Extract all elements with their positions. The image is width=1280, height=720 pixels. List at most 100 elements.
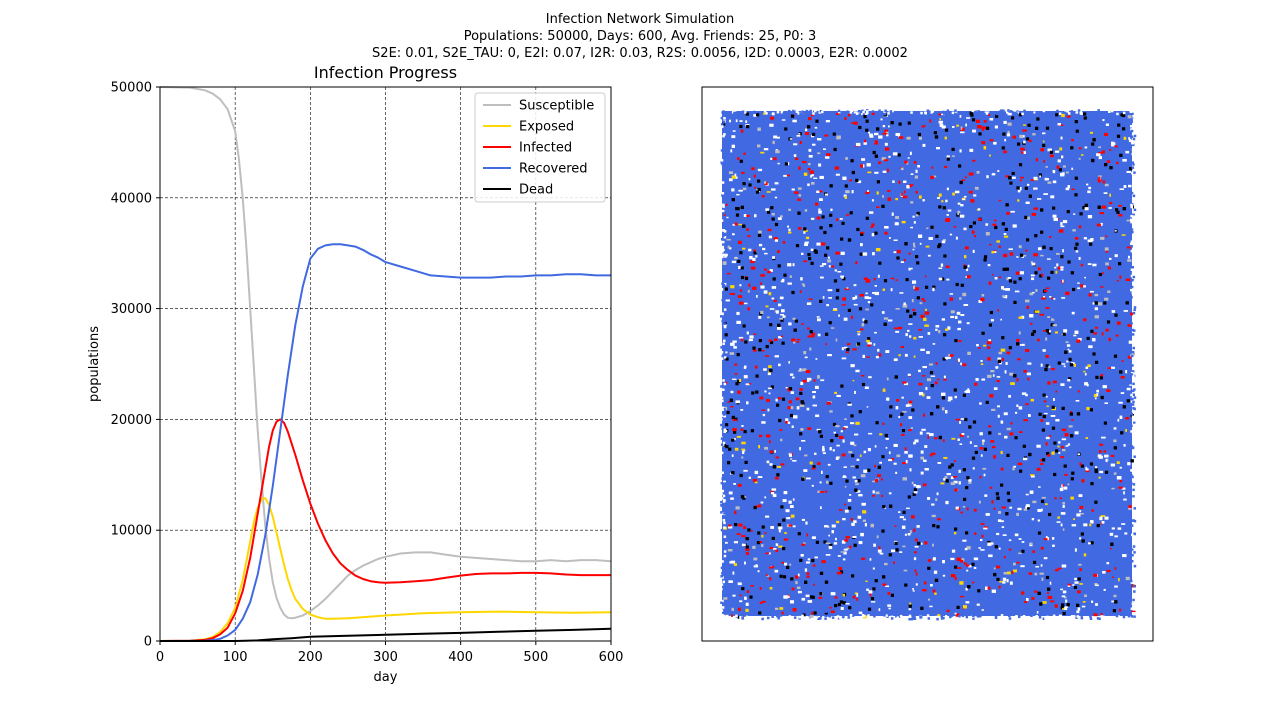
- scatter-point: [885, 438, 889, 440]
- scatter-point: [994, 251, 997, 253]
- scatter-point: [932, 287, 935, 292]
- scatter-edge-point: [1130, 128, 1133, 131]
- scatter-point: [758, 230, 762, 234]
- scatter-point: [882, 288, 885, 291]
- scatter-point: [1120, 376, 1125, 379]
- scatter-point: [804, 454, 808, 457]
- scatter-point: [884, 231, 888, 235]
- scatter-point: [1009, 432, 1014, 436]
- scatter-point: [957, 438, 960, 441]
- scatter-point: [1059, 487, 1064, 492]
- scatter-point: [911, 481, 914, 485]
- scatter-point: [974, 235, 976, 238]
- scatter-point: [1008, 548, 1012, 551]
- scatter-point: [1027, 362, 1032, 365]
- scatter-point: [784, 562, 788, 566]
- scatter-point: [904, 242, 908, 246]
- scatter-point: [779, 429, 783, 431]
- scatter-edge-point: [720, 357, 724, 360]
- scatter-edge-point: [1130, 125, 1133, 128]
- scatter-point: [1089, 242, 1093, 246]
- scatter-edge-point: [720, 418, 723, 421]
- scatter-edge-point: [849, 111, 853, 114]
- scatter-edge-point: [1130, 373, 1133, 376]
- scatter-point: [913, 221, 916, 224]
- scatter-point: [915, 190, 918, 194]
- scatter-point: [759, 541, 763, 543]
- scatter-point: [915, 583, 918, 586]
- scatter-point: [932, 285, 936, 289]
- scatter-point: [804, 209, 808, 212]
- scatter-edge-point: [983, 616, 986, 620]
- scatter-point: [1033, 111, 1036, 114]
- scatter-point: [1070, 271, 1074, 275]
- scatter-point: [1009, 506, 1013, 509]
- scatter-point: [1037, 198, 1042, 200]
- scatter-point: [822, 263, 827, 266]
- scatter-point: [769, 368, 773, 373]
- scatter-point: [753, 174, 756, 178]
- scatter-point: [1122, 127, 1126, 131]
- scatter-point: [842, 593, 845, 597]
- scatter-point: [756, 113, 760, 117]
- scatter-point: [1120, 431, 1124, 435]
- scatter-point: [1053, 298, 1056, 300]
- scatter-point: [954, 190, 960, 194]
- scatter-point: [914, 569, 917, 572]
- scatter-point: [790, 458, 793, 461]
- scatter-point: [1084, 207, 1089, 211]
- scatter-point: [872, 480, 877, 483]
- scatter-point: [942, 560, 945, 564]
- scatter-edge-point: [1130, 430, 1133, 433]
- scatter-point: [817, 138, 822, 141]
- scatter-point: [1078, 563, 1082, 566]
- scatter-point: [801, 440, 806, 442]
- scatter-point: [740, 275, 745, 280]
- scatter-point: [841, 304, 846, 306]
- scatter-point: [1063, 464, 1067, 468]
- scatter-point: [782, 241, 786, 244]
- scatter-point: [833, 147, 837, 152]
- scatter-point: [955, 418, 960, 421]
- scatter-point: [819, 592, 823, 596]
- scatter-point: [1095, 326, 1099, 329]
- scatter-point: [745, 602, 749, 606]
- scatter-point: [821, 215, 825, 219]
- scatter-point: [862, 519, 866, 522]
- scatter-point: [1104, 183, 1109, 187]
- scatter-point: [874, 154, 878, 158]
- scatter-point: [1031, 262, 1036, 266]
- scatter-point: [912, 588, 914, 590]
- scatter-point: [867, 607, 872, 611]
- scatter-point: [807, 168, 811, 171]
- scatter-point: [829, 447, 832, 451]
- scatter-point: [1023, 419, 1028, 422]
- scatter-edge-point: [722, 503, 726, 507]
- scatter-point: [803, 227, 807, 231]
- scatter-edge-point: [1132, 122, 1136, 125]
- scatter-point: [931, 503, 935, 506]
- scatter-point: [1060, 588, 1063, 591]
- scatter-point: [789, 413, 794, 418]
- scatter-point: [1060, 383, 1065, 386]
- scatter-point: [754, 186, 757, 189]
- scatter-point: [962, 506, 966, 508]
- scatter-point: [1001, 286, 1004, 290]
- scatter-point: [783, 538, 789, 541]
- scatter-point: [1072, 229, 1076, 232]
- scatter-point: [1028, 194, 1032, 198]
- scatter-edge-point: [936, 111, 940, 114]
- scatter-point: [1043, 400, 1047, 403]
- scatter-edge-point: [1133, 590, 1136, 593]
- scatter-edge-point: [720, 385, 723, 388]
- scatter-point: [736, 320, 741, 324]
- scatter-point: [1105, 250, 1109, 253]
- scatter-point: [737, 157, 740, 160]
- scatter-point: [757, 187, 761, 192]
- scatter-point: [732, 378, 737, 380]
- scatter-point: [917, 165, 920, 168]
- scatter-point: [1049, 296, 1052, 298]
- scatter-point: [813, 583, 815, 586]
- scatter-point: [853, 121, 858, 125]
- scatter-edge-point: [871, 110, 875, 113]
